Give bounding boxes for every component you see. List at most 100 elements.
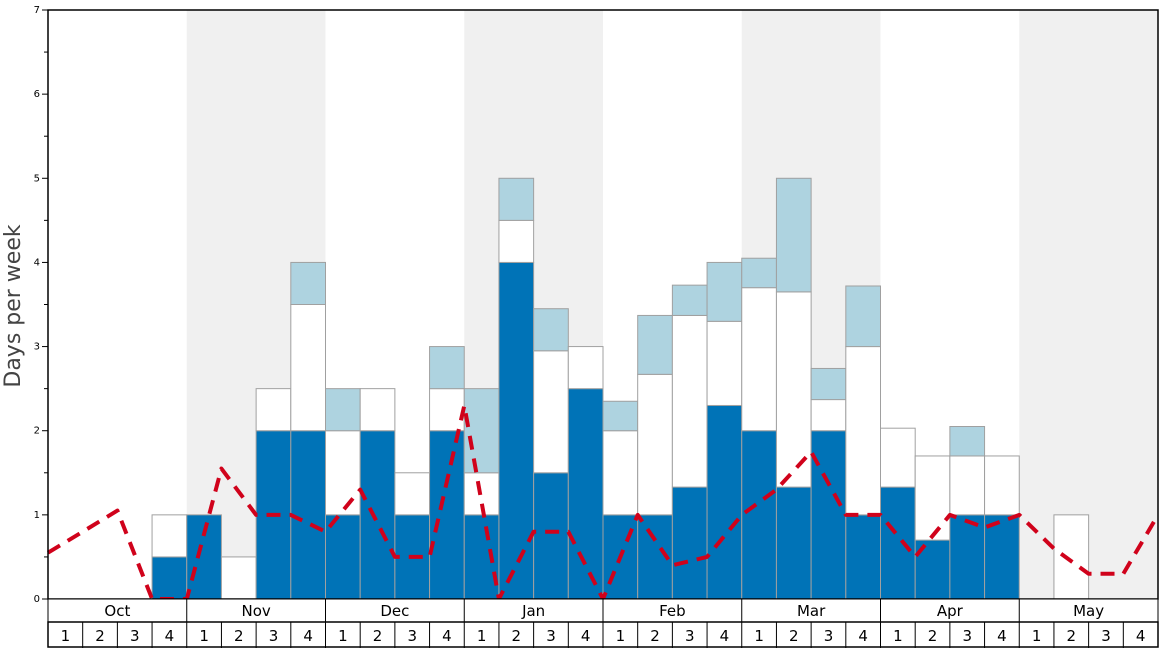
y-tick-label: 2 bbox=[34, 426, 40, 437]
bar-segment bbox=[498, 177, 535, 221]
bar-segment bbox=[914, 455, 951, 541]
week-label: 4 bbox=[581, 627, 591, 645]
bar-segment bbox=[775, 486, 812, 600]
week-label: 1 bbox=[754, 627, 764, 645]
bar-segment bbox=[359, 388, 396, 432]
bar-segment bbox=[325, 430, 361, 516]
bar-segment bbox=[671, 314, 708, 488]
bar-segment bbox=[706, 404, 743, 600]
week-label: 3 bbox=[407, 627, 417, 645]
week-label: 2 bbox=[650, 627, 660, 645]
month-label: Feb bbox=[659, 602, 686, 620]
y-tick-label: 5 bbox=[34, 173, 40, 184]
week-label: 3 bbox=[962, 627, 972, 645]
week-label: 2 bbox=[789, 627, 799, 645]
week-label: 3 bbox=[1101, 627, 1111, 645]
bar-segment bbox=[602, 400, 639, 432]
bar-segment bbox=[810, 430, 847, 600]
week-label: 1 bbox=[1032, 627, 1042, 645]
bar-segment bbox=[671, 284, 708, 316]
bar-segment bbox=[533, 472, 569, 600]
week-label: 3 bbox=[685, 627, 695, 645]
bar-segment bbox=[810, 367, 847, 401]
month-label: Nov bbox=[241, 602, 270, 620]
week-label: 3 bbox=[824, 627, 834, 645]
bar-segment bbox=[151, 514, 188, 558]
bar-segment bbox=[463, 388, 500, 474]
week-label: 1 bbox=[338, 627, 348, 645]
y-tick-label: 6 bbox=[34, 89, 40, 100]
bar-segment bbox=[949, 455, 986, 516]
bar-segment bbox=[255, 388, 292, 432]
week-label: 4 bbox=[720, 627, 730, 645]
week-label: 1 bbox=[616, 627, 626, 645]
week-label: 2 bbox=[234, 627, 244, 645]
bar-segment bbox=[880, 427, 916, 488]
bar-segment bbox=[845, 285, 881, 348]
bar-segment bbox=[1053, 514, 1090, 600]
bar-segment bbox=[498, 261, 535, 600]
week-label: 4 bbox=[858, 627, 868, 645]
bar-segment bbox=[429, 388, 465, 432]
bar-segment bbox=[880, 486, 916, 600]
y-tick-label: 4 bbox=[34, 257, 40, 268]
week-label: 4 bbox=[442, 627, 452, 645]
bar-segment bbox=[984, 514, 1020, 600]
week-label: 4 bbox=[1136, 627, 1146, 645]
week-label: 2 bbox=[928, 627, 938, 645]
y-axis-label: Days per week bbox=[1, 224, 26, 387]
bar-segment bbox=[394, 472, 431, 516]
bar-segment bbox=[706, 261, 743, 322]
month-label: Dec bbox=[380, 602, 409, 620]
bar-segment bbox=[845, 346, 881, 516]
week-label: 1 bbox=[893, 627, 903, 645]
bar-segment bbox=[984, 455, 1020, 516]
bar-segment bbox=[741, 430, 777, 600]
week-label: 3 bbox=[130, 627, 140, 645]
month-label: Mar bbox=[797, 602, 826, 620]
week-label: 3 bbox=[546, 627, 556, 645]
bar-marks bbox=[151, 177, 1090, 600]
bar-segment bbox=[533, 308, 569, 352]
month-label: May bbox=[1073, 602, 1104, 620]
week-label: 3 bbox=[269, 627, 279, 645]
month-label: Jan bbox=[521, 602, 545, 620]
bar-segment bbox=[325, 514, 361, 600]
bar-segment bbox=[949, 514, 986, 600]
y-tick-label: 3 bbox=[34, 342, 40, 353]
month-label: Oct bbox=[104, 602, 130, 620]
bar-segment bbox=[567, 346, 604, 390]
bar-segment bbox=[533, 350, 569, 474]
y-tick-label: 7 bbox=[34, 5, 40, 16]
bar-segment bbox=[671, 486, 708, 600]
y-tick-label: 1 bbox=[34, 510, 40, 521]
bar-segment bbox=[567, 388, 604, 600]
week-label: 2 bbox=[512, 627, 522, 645]
month-band bbox=[1019, 10, 1158, 599]
bar-segment bbox=[637, 373, 673, 516]
bar-segment bbox=[151, 556, 188, 600]
bar-segment bbox=[810, 399, 847, 432]
bar-segment bbox=[949, 426, 986, 457]
bar-segment bbox=[220, 556, 257, 600]
bar-segment bbox=[429, 346, 465, 390]
bar-segment bbox=[845, 514, 881, 600]
bar-segment bbox=[706, 320, 743, 406]
bar-segment bbox=[498, 219, 535, 263]
bar-segment bbox=[325, 388, 361, 432]
bar-segment bbox=[290, 430, 326, 600]
week-label: 2 bbox=[1067, 627, 1077, 645]
week-label: 1 bbox=[477, 627, 487, 645]
bar-segment bbox=[775, 177, 812, 293]
axes: 0 1 2 3 4 5 6 7 Oct Nov Dec Jan Feb Mar Apr May 1 2 3 4 1 2 3 4… bbox=[34, 5, 1159, 648]
bar-segment bbox=[429, 430, 465, 600]
bar-segment bbox=[290, 304, 326, 432]
bar-segment bbox=[290, 261, 326, 305]
week-label: 1 bbox=[199, 627, 209, 645]
week-label: 2 bbox=[373, 627, 383, 645]
week-label: 4 bbox=[303, 627, 313, 645]
week-label: 2 bbox=[95, 627, 105, 645]
bar-segment bbox=[741, 257, 777, 289]
